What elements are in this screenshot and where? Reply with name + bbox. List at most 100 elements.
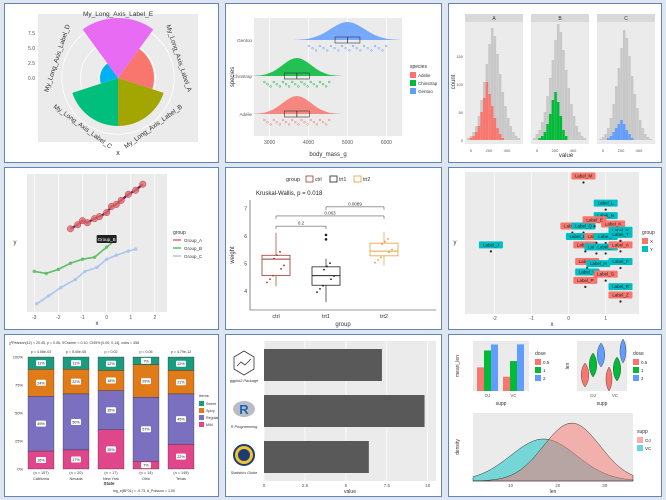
panel-coxcomb: My_Long_Axis_Label_A My_Long_Axis_Label_B… (4, 3, 219, 163)
p-value-label: p = 5.40e-05 (66, 350, 86, 354)
panel-raincloud: 3000 4000 5000 6000 Adelie Chinstrap Gentoo b… (225, 3, 442, 163)
label-box (593, 199, 618, 207)
comparison-bracket (275, 225, 327, 230)
legend-key (410, 80, 416, 86)
histogram-bar (490, 106, 494, 140)
point-label: Label_I (598, 234, 613, 239)
data-point (604, 252, 607, 255)
rain-point (309, 80, 312, 84)
rain-point (272, 80, 275, 84)
rain-point (373, 44, 377, 48)
rain-point (326, 49, 329, 52)
data-label: 21% (177, 381, 185, 385)
histogram-bar (625, 130, 629, 140)
y-tick-label: 50 (459, 110, 464, 115)
histogram-bar (480, 112, 483, 140)
y-axis-title: species (230, 67, 236, 87)
rain-point (303, 83, 306, 86)
legend-label: 0.5 (543, 360, 550, 365)
jitter-point (323, 268, 325, 271)
data-label: 24% (37, 381, 45, 385)
x-tick-label: OJ (485, 393, 491, 398)
jitter-point (283, 264, 285, 267)
data-point (80, 257, 85, 261)
data-label: 50% (72, 420, 80, 424)
histogram-bar (575, 126, 579, 140)
coxcomb-chart: My_Long_Axis_Label_AMy_Long_Axis_Label_B… (28, 11, 198, 157)
jitter-point (316, 291, 318, 294)
histogram-bar (498, 74, 502, 140)
rain-point (278, 123, 282, 126)
comparison-bracket (325, 206, 385, 210)
y-tick-label: ggplot2 Package (230, 379, 258, 383)
legend-key (199, 408, 204, 413)
y-tick-label: 150 (456, 54, 463, 59)
legend-label: Sweet (206, 402, 216, 406)
density-cloud (252, 58, 342, 76)
histogram-bar (493, 118, 497, 140)
coxcomb-wedge (72, 78, 118, 126)
histogram-bar (644, 134, 647, 140)
point-label: Label_Y (612, 228, 629, 233)
coxcomb-wedge (99, 63, 118, 84)
point-label: Label_Q (575, 224, 593, 229)
histogram-bar (599, 139, 602, 140)
point-label: Label_A (612, 242, 629, 247)
histogram-bar (646, 137, 650, 140)
rain-point (315, 85, 319, 88)
data-point (66, 225, 74, 233)
x-axis-title: State (103, 481, 115, 486)
comparison-pvalue: 0.063 (324, 210, 336, 215)
n-count-label: (n = 20) (69, 471, 83, 475)
x-tick-label: 0 (105, 315, 108, 321)
x-tick-label: 7.5 (384, 483, 391, 488)
rain-point (291, 118, 294, 122)
plot-background (27, 174, 167, 312)
x-tick-label: 0 (263, 483, 266, 488)
rain-point (266, 83, 269, 86)
p-value-label: p = 4.08e-03 (31, 350, 51, 354)
x-tick-label: 400 (504, 148, 511, 153)
data-label: 16% (37, 459, 45, 463)
x-tick-label: -1 (80, 315, 85, 321)
histogram-bar (606, 138, 610, 140)
histogram-bar (554, 40, 557, 140)
jitter-point (333, 275, 335, 277)
y-tick-label: 2.5 (28, 61, 35, 67)
label-box (608, 241, 633, 249)
histogram-bar (501, 92, 505, 140)
legend-key (305, 175, 314, 183)
data-point (582, 181, 585, 184)
jitter-point (374, 261, 376, 264)
stacked-bar-segment (27, 396, 55, 452)
x-tick-label: 0 (470, 148, 473, 153)
n-count-label: (n = 149) (173, 471, 189, 475)
legend-title: Items (199, 393, 209, 398)
point-label: Label_H (590, 261, 607, 266)
jitter-point (276, 254, 278, 257)
rain-point (377, 47, 380, 50)
scatter-chart: Label_MLabel_SLabel_QLabel_JLabel_DLabel… (454, 172, 655, 328)
data-point (619, 266, 622, 270)
rain-point (315, 123, 319, 126)
label-box (565, 233, 590, 240)
rain-point (300, 118, 303, 122)
x-tick-label: 200 (552, 148, 559, 153)
label-box (575, 268, 600, 276)
x-tick-label: 2 (154, 315, 157, 321)
legend-key (633, 367, 639, 373)
data-point (59, 285, 63, 290)
histogram-bar (538, 130, 541, 140)
x-tick-label: 200 (486, 148, 493, 153)
histogram-bar (630, 76, 634, 140)
label-box (571, 222, 596, 230)
y-tick-label: 25% (15, 439, 23, 444)
histogram-bar (506, 118, 510, 140)
rain-point (315, 49, 318, 52)
x-tick-label: 4000 (303, 140, 314, 146)
data-label-box (36, 420, 46, 427)
histogram-bar (614, 86, 618, 140)
chart-title: Kruskal-Wallis, p = 0.018 (256, 191, 323, 197)
x-tick-label: trt2 (380, 314, 388, 320)
y-axis-title: weight (230, 246, 236, 265)
